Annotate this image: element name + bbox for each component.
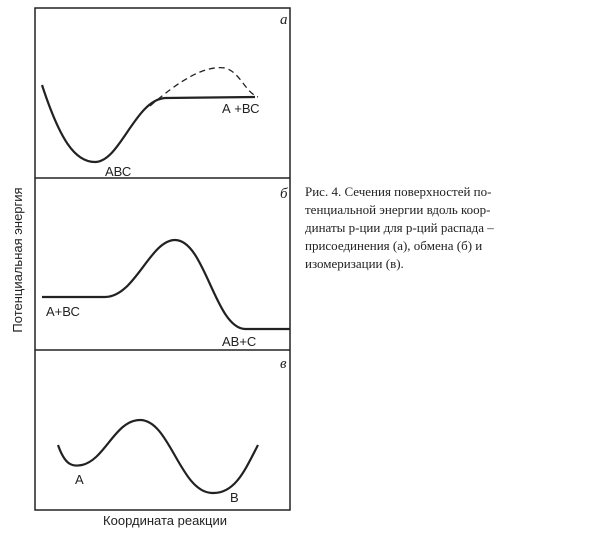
caption-line: Рис. 4. Сечения поверхностей по- xyxy=(305,184,491,199)
caption-line: изомеризации (в). xyxy=(305,256,404,271)
curve-label: АВС xyxy=(105,164,131,179)
curve-label: А +ВС xyxy=(222,101,260,116)
frame xyxy=(34,7,291,511)
curve-label: А+ВС xyxy=(46,304,80,319)
panel-letter: в xyxy=(280,356,287,372)
caption-line: динаты р-ции для р-ций распада – xyxy=(305,220,494,235)
panel-letter: б xyxy=(280,186,288,202)
y-axis-label: Потенциальная энергия xyxy=(10,187,25,332)
curve xyxy=(56,418,259,495)
caption-line: присоединения (а), обмена (б) и xyxy=(305,238,482,253)
curve-label: В xyxy=(230,490,239,505)
curve-label: А xyxy=(75,472,84,487)
caption-line: тенциальной энергии вдоль коор- xyxy=(305,202,491,217)
x-axis-label: Координата реакции xyxy=(103,513,227,528)
curve xyxy=(42,238,290,331)
curve-label: АВ+С xyxy=(222,334,256,349)
curve xyxy=(40,84,256,164)
panel-letter: а xyxy=(280,12,288,28)
